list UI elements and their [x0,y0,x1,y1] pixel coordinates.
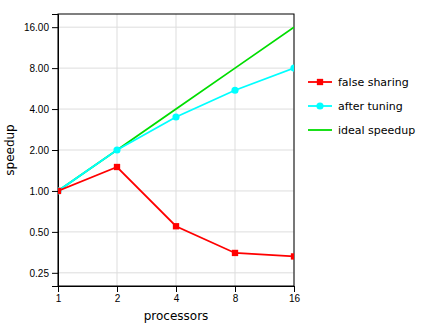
chart: 1 2 4 8 16 0.25 0.50 1.00 2.00 4.00 8.00 16.00 proce… [0,0,422,328]
marker [58,187,62,194]
tick-mark [52,68,58,69]
marks [58,27,294,259]
legend-marker [316,102,323,109]
series [58,65,294,195]
tick: 8 [233,286,239,304]
tick-label: 4 [174,293,180,304]
line [58,68,294,191]
tick-mark [52,191,58,192]
axis-line [52,15,59,287]
tick-mark [52,27,58,28]
plot: 1 2 4 8 16 0.25 0.50 1.00 2.00 4.00 8.00 16.00 [24,14,301,304]
tick-mark [294,286,295,292]
legend-label: ideal speedup [338,124,415,137]
legend-marker [317,79,323,85]
plot-frame [58,14,294,286]
tick: 1 [56,286,62,304]
legend-item: ideal speedup [308,124,415,137]
x-axis-title: processors [144,309,209,323]
tick-label: 16.00 [24,22,49,33]
tick: 8.00 [30,63,58,74]
grid-line [58,231,294,232]
tick: 2.00 [30,145,58,156]
marker [113,146,120,153]
tick-label: 0.25 [30,268,50,279]
marker [231,87,238,94]
tick-label: 0.50 [30,227,50,238]
grid [58,14,294,286]
tick-mark [52,109,58,110]
tick: 0.25 [30,268,58,279]
x-axis: 1 2 4 8 16 [56,286,301,304]
series [58,164,294,260]
tick: 0.50 [30,227,58,238]
tick: 4.00 [30,104,58,115]
legend-item: after tuning [308,100,403,113]
tick-label: 8 [233,293,239,304]
tick: 4 [174,286,180,304]
axis-line [59,287,295,293]
marker [114,164,120,170]
tick-label: 8.00 [30,63,50,74]
legend: false sharing after tuning ideal speedup [308,76,415,137]
marker [173,223,179,229]
grid-line [58,27,294,28]
tick-mark [52,150,58,151]
marker [232,250,238,256]
series [58,27,294,191]
legend-label: after tuning [338,100,403,113]
tick-mark [235,286,236,292]
tick-label: 4.00 [30,104,50,115]
marker [58,188,61,194]
marker [290,65,294,72]
tick-label: 16 [289,293,301,304]
tick: 16.00 [24,22,58,33]
tick-mark [52,273,58,274]
grid-line [58,190,294,191]
tick: 16 [289,286,301,304]
tick-label: 2.00 [30,145,50,156]
tick: 1.00 [30,186,58,197]
tick-label: 2 [115,293,121,304]
y-axis-title: speedup [3,124,17,175]
marker [291,253,294,259]
legend-label: false sharing [338,76,409,89]
y-axis: 0.25 0.50 1.00 2.00 4.00 8.00 16.00 [24,15,59,287]
legend-item: false sharing [308,76,409,89]
tick-mark [117,286,118,292]
legend-swatch [308,129,332,131]
line [58,167,294,256]
grid-line [58,68,294,69]
marker [172,113,179,120]
grid-line [58,150,294,151]
line [58,27,294,191]
tick-label: 1.00 [30,186,50,197]
tick: 2 [115,286,121,304]
tick-mark [176,286,177,292]
tick-label: 1 [56,293,62,304]
tick-mark [52,232,58,233]
grid-line [58,272,294,273]
